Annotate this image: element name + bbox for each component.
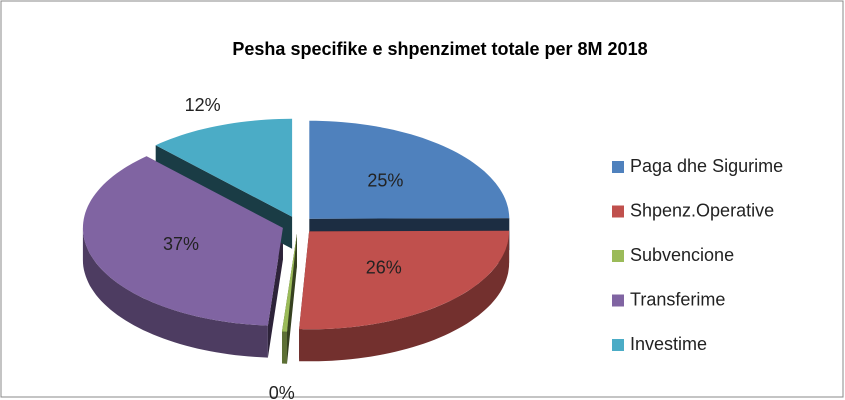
data-label: 0%	[269, 383, 295, 400]
slice-wall	[299, 231, 510, 362]
chart-title: Pesha specifike e shpenzimet totale per …	[232, 39, 647, 59]
slice	[309, 120, 510, 219]
slice-wall	[82, 227, 268, 358]
slice-walls	[82, 227, 510, 364]
legend-label: Investime	[630, 334, 707, 354]
legend-swatch	[612, 339, 624, 351]
legend-swatch	[612, 161, 624, 173]
legend-label: Transferime	[630, 289, 725, 309]
legend-label: Paga dhe Sigurime	[630, 156, 783, 176]
legend-swatch	[612, 294, 624, 307]
slice-wall	[282, 331, 287, 364]
legend-label: Subvencione	[630, 245, 734, 265]
slice	[155, 118, 293, 217]
legend-label: Shpenz.Operative	[630, 200, 774, 220]
data-label: 25%	[367, 171, 403, 191]
legend-swatch	[612, 250, 624, 262]
slice	[299, 230, 510, 330]
slice	[282, 233, 297, 332]
data-label: 37%	[163, 234, 199, 254]
slice	[82, 156, 283, 326]
slice-tops	[82, 118, 510, 332]
slice-face	[267, 227, 283, 358]
data-label: 26%	[366, 258, 402, 278]
legend-swatch	[612, 205, 624, 218]
data-label: 12%	[185, 95, 221, 115]
